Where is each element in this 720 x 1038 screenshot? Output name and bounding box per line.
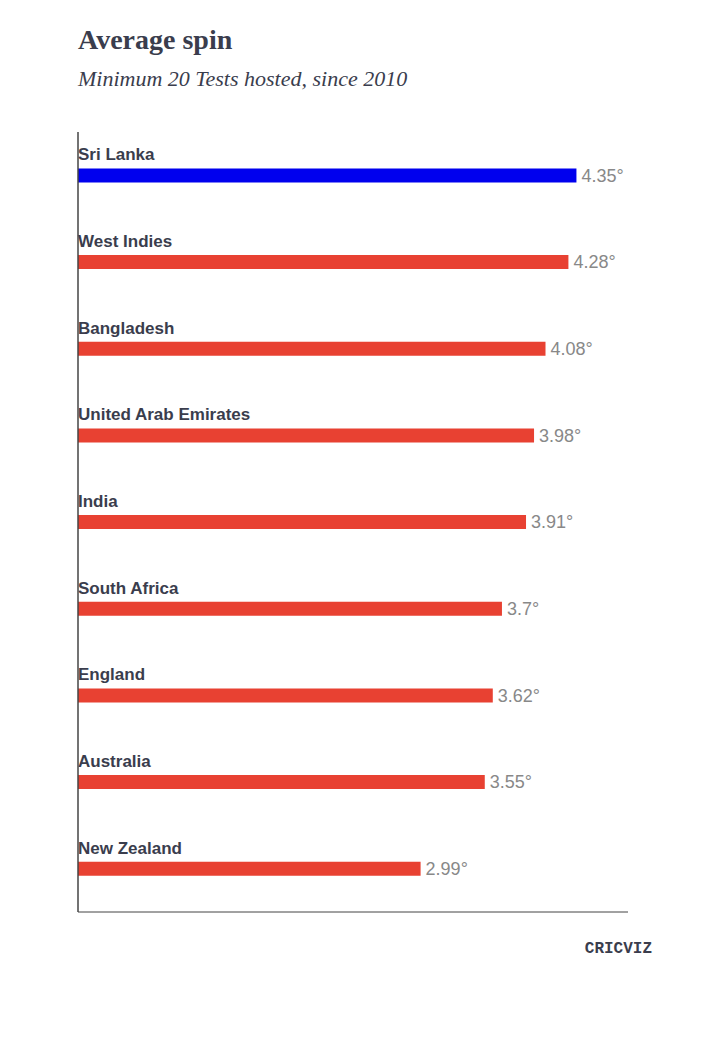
- svg-text:4.28°: 4.28°: [573, 252, 615, 272]
- svg-text:4.08°: 4.08°: [551, 339, 593, 359]
- svg-text:West Indies: West Indies: [78, 232, 172, 251]
- svg-text:India: India: [78, 492, 118, 511]
- svg-text:3.62°: 3.62°: [498, 686, 540, 706]
- svg-text:Bangladesh: Bangladesh: [78, 319, 174, 338]
- svg-text:3.91°: 3.91°: [531, 512, 573, 532]
- svg-text:3.7°: 3.7°: [507, 599, 539, 619]
- svg-text:England: England: [78, 665, 145, 684]
- svg-text:United Arab Emirates: United Arab Emirates: [78, 405, 250, 424]
- html-text:CRICVIZ: CRICVIZ: [584, 940, 652, 958]
- html-text:Minimum 20 Tests hosted, since: Minimum 20 Tests hosted, since 2010: [78, 66, 408, 91]
- svg-text:New Zealand: New Zealand: [78, 839, 182, 858]
- html-text:Average spin: Average spin: [78, 24, 233, 55]
- svg-text:South Africa: South Africa: [78, 579, 179, 598]
- svg-text:2.99°: 2.99°: [426, 859, 468, 879]
- svg-text:3.98°: 3.98°: [539, 426, 581, 446]
- svg-text:4.35°: 4.35°: [581, 166, 623, 186]
- svg-text:3.55°: 3.55°: [490, 772, 532, 792]
- svg-text:Sri Lanka: Sri Lanka: [78, 145, 155, 164]
- svg-text:Australia: Australia: [78, 752, 151, 771]
